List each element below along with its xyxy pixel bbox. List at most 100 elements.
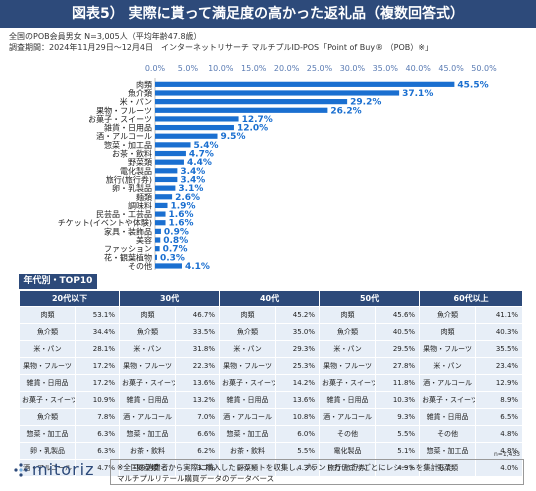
table-cell-value: 22.3% (175, 357, 221, 375)
bar (155, 194, 173, 200)
table-cell-category: お茶・飲料 (119, 442, 177, 460)
table-cell-category: お菓子・スイーツ (219, 374, 277, 392)
footnote-line-2: マルチプルリテール購買データのデータベース (117, 474, 275, 483)
table-cell-category: 米・パン (419, 357, 477, 375)
age-group-top10-table: 20代以下 30代 40代 50代 60代以上 肉類 53.1% 肉類 46.7% 肉類… (18, 290, 524, 477)
age-header-60s: 60代以上 (419, 290, 524, 307)
table-cell-category: 電化製品 (319, 442, 377, 460)
table-cell-category: 酒・アルコール (219, 408, 277, 426)
category-label: 花・観葉植物 (104, 252, 152, 262)
bar (155, 168, 178, 174)
category-label: その他 (128, 261, 152, 270)
table-cell-value: 5.1% (375, 442, 421, 460)
category-label: 雑貨・日用品 (104, 123, 152, 133)
table-cell-value: 9.3% (375, 408, 421, 426)
bar (155, 246, 160, 252)
category-label: 民芸品・工芸品 (96, 209, 152, 219)
table-cell-category: お菓子・スイーツ (119, 374, 177, 392)
x-tick-label: 45.0% (438, 64, 464, 73)
table-row: 雑貨・日用品 17.2% お菓子・スイーツ 13.6% お菓子・スイーツ 14.2% お菓子… (19, 374, 524, 392)
table-cell-value: 13.6% (275, 391, 321, 409)
bar (155, 107, 328, 113)
table-cell-category: 惣菜・加工品 (419, 442, 477, 460)
data-label: 12.0% (237, 124, 268, 134)
x-tick-label: 50.0% (471, 64, 497, 73)
table-cell-category: お菓子・スイーツ (419, 391, 477, 409)
table-cell-category: 酒・アルコール (19, 459, 76, 477)
x-tick-label: 0.0% (145, 64, 166, 73)
bar (155, 81, 455, 87)
table-cell-category: 肉類 (119, 306, 177, 324)
category-label: お茶・飲料 (112, 149, 152, 159)
table-cell-category: 雑貨・日用品 (419, 408, 477, 426)
category-label: 米・パン (120, 97, 152, 107)
table-cell-value: 7.8% (74, 408, 121, 426)
table-cell-value: 4.7% (74, 459, 121, 477)
bar (155, 185, 176, 191)
table-row: 肉類 53.1% 肉類 46.7% 肉類 45.2% 肉類 45.6% 魚介類 41.1% (19, 306, 524, 324)
category-label: 肉類 (136, 79, 152, 89)
data-label: 12.7% (242, 115, 273, 125)
bar (155, 90, 400, 96)
table-row: 魚介類 34.4% 魚介類 33.5% 魚介類 35.0% 魚介類 40.5% 肉類 40.3% (19, 323, 524, 341)
table-cell-value: 4.8% (475, 442, 524, 460)
data-label: 0.7% (163, 245, 188, 255)
data-label: 2.6% (175, 193, 200, 203)
data-label: 26.2% (330, 106, 361, 116)
table-cell-category: 肉類 (219, 306, 277, 324)
table-cell-category: 肉類 (319, 306, 377, 324)
table-cell-value: 17.2% (74, 374, 121, 392)
table-cell-value: 6.0% (275, 425, 321, 443)
table-cell-value: 34.4% (74, 323, 121, 341)
table-cell-value: 7.0% (175, 408, 221, 426)
table-cell-value: 5.5% (375, 425, 421, 443)
category-label: チケット(イベントや体験) (58, 218, 152, 228)
table-cell-value: 13.2% (175, 391, 221, 409)
category-label: 家具・装飾品 (104, 226, 152, 236)
age-header-30s: 30代 (119, 290, 221, 307)
table-cell-value: 6.3% (74, 425, 121, 443)
table-cell-value: 33.5% (175, 323, 221, 341)
table-cell-value: 4.0% (475, 459, 524, 477)
table-cell-category: 米・パン (319, 340, 377, 358)
table-cell-category: その他 (319, 425, 377, 443)
data-label: 1.6% (169, 219, 194, 229)
table-row: 酒・アルコール 4.7% 野菜類 3.7% 野菜類 4.3% 旅行(旅行券) 4.9% 野菜類 4… (19, 459, 524, 477)
table-cell-category: 酒・アルコール (419, 374, 477, 392)
table-cell-category: 惣菜・加工品 (219, 425, 277, 443)
data-label: 0.3% (160, 253, 185, 263)
table-cell-category: 果物・フルーツ (219, 357, 277, 375)
table-cell-category: 果物・フルーツ (319, 357, 377, 375)
table-cell-category: 果物・フルーツ (419, 340, 477, 358)
x-tick-label: 30.0% (340, 64, 366, 73)
table-cell-category: 果物・フルーツ (19, 357, 76, 375)
age-table-badge: 年代別・TOP10 (19, 274, 97, 289)
logo-dots-icon (14, 463, 28, 477)
table-cell-value: 11.8% (375, 374, 421, 392)
table-cell-category: 肉類 (419, 323, 477, 341)
table-cell-value: 29.5% (375, 340, 421, 358)
figure-title: 図表5） 実際に貰って満足度の高かった返礼品（複数回答式） (0, 0, 536, 28)
table-cell-category: 米・パン (19, 340, 76, 358)
table-row: 卵・乳製品 6.3% お茶・飲料 6.2% お茶・飲料 5.5% 電化製品 5.1% 惣菜・加工… (19, 442, 524, 460)
logo-text: mitoriz (32, 460, 95, 479)
table-cell-category: 魚介類 (19, 408, 76, 426)
table-cell-category: 旅行(旅行券) (319, 459, 377, 477)
table-cell-category: 雑貨・日用品 (319, 391, 377, 409)
data-label: 1.6% (169, 210, 194, 220)
table-cell-category: 卵・乳製品 (19, 442, 76, 460)
age-header-40s: 40代 (219, 290, 321, 307)
footnote-box: ※全国の消費者から実際に購入したレシートを収集し、ブランドカテゴリごとにレシート… (110, 459, 524, 485)
data-label: 4.7% (189, 150, 214, 160)
table-cell-value: 45.2% (275, 306, 321, 324)
x-tick-label: 20.0% (274, 64, 300, 73)
table-cell-value: 53.1% (74, 306, 121, 324)
bar (155, 176, 178, 183)
bar (155, 202, 168, 209)
table-cell-value: 10.3% (375, 391, 421, 409)
table-cell-category: 惣菜・加工品 (119, 425, 177, 443)
table-cell-value: 12.9% (475, 374, 524, 392)
x-tick-label: 15.0% (241, 64, 267, 73)
table-cell-value: 25.3% (275, 357, 321, 375)
table-cell-value: 35.0% (275, 323, 321, 341)
